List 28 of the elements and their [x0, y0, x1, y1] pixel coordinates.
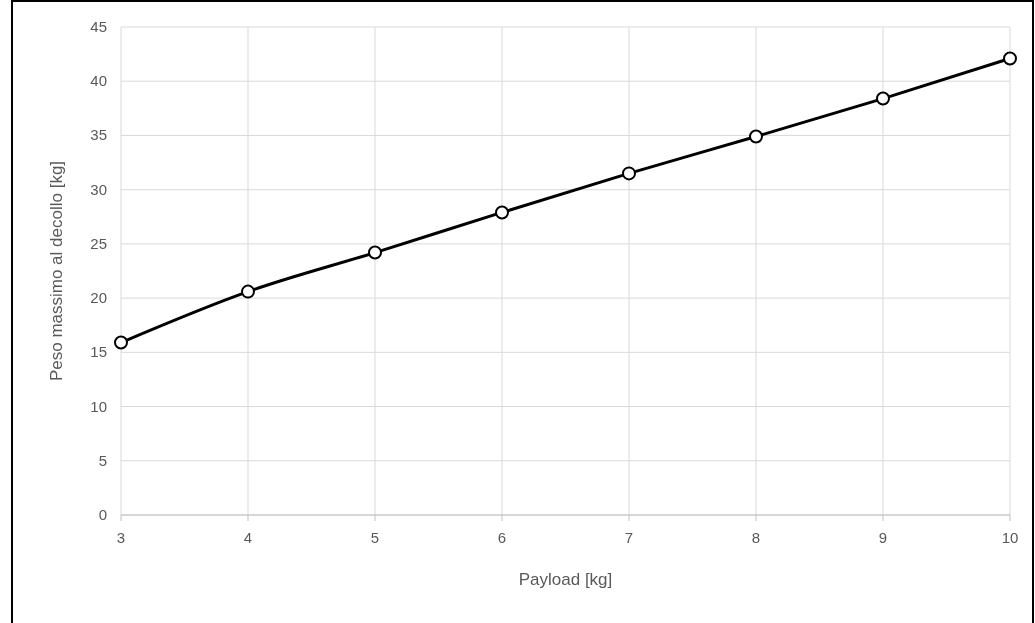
point: [876, 91, 890, 106]
y-tick-label: 20: [90, 289, 107, 307]
x-tick-label: 7: [624, 529, 634, 546]
x-tick-label: 9: [878, 529, 888, 546]
x-tick-label: 4: [243, 529, 253, 546]
y-tick-label: 40: [90, 72, 107, 90]
x-tick-label: 10: [1001, 529, 1019, 546]
point: [749, 129, 763, 144]
x-tick-label: 5: [370, 529, 380, 546]
point: [114, 335, 128, 350]
y-tick-label: 5: [98, 451, 107, 469]
point: [368, 245, 382, 260]
x-tick-label: 8: [751, 529, 761, 546]
x-axis-title: Payload [kg]: [518, 570, 613, 589]
y-tick-label: 35: [90, 126, 107, 144]
point: [622, 166, 636, 181]
y-axis-title: Peso massimo al decollo [kg]: [47, 160, 66, 382]
point: [1003, 51, 1017, 66]
y-tick-label: 0: [98, 506, 107, 523]
y-tick-label: 30: [90, 180, 107, 198]
y-tick-label: 15: [90, 343, 107, 361]
x-tick-label: 6: [497, 529, 507, 546]
point: [241, 284, 255, 299]
y-tick-label: 45: [90, 18, 107, 35]
point: [495, 205, 509, 220]
y-tick-label: 25: [90, 234, 107, 252]
x-tick-label: 3: [116, 529, 126, 546]
y-tick-label: 10: [90, 397, 107, 415]
